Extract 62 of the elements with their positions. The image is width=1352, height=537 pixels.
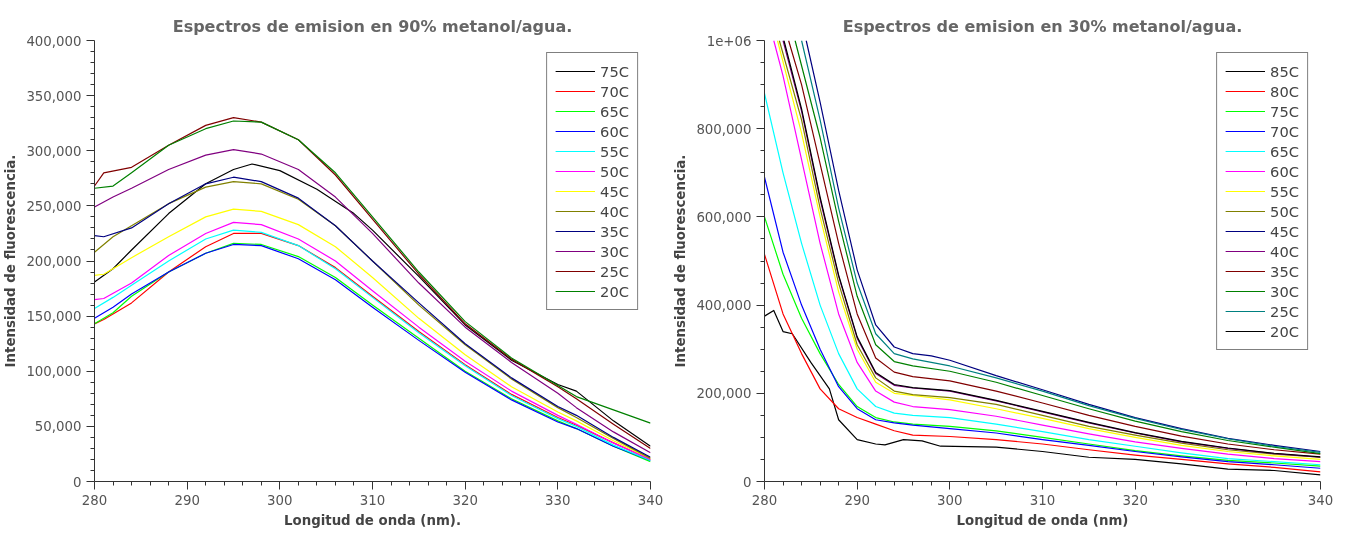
x-tick-label: 340 (637, 492, 664, 508)
legend-label: 30C (600, 242, 629, 260)
legend-label: 60C (1270, 162, 1299, 180)
y-tick-label: 400,000 (26, 33, 82, 49)
x-tick-label: 290 (174, 492, 200, 508)
legend-label: 50C (600, 162, 629, 180)
chart-title: Espectros de emision en 90% metanol/agua. (172, 16, 573, 36)
legend-label: 55C (600, 142, 629, 160)
legend-label: 35C (600, 222, 629, 240)
x-tick-label: 320 (1122, 492, 1148, 508)
legend-label: 20C (1270, 322, 1299, 340)
legend-label: 40C (600, 202, 629, 220)
x-tick-label: 300 (937, 492, 963, 508)
y-tick-label: 1e+06 (706, 33, 752, 49)
y-tick-label: 50,000 (34, 419, 82, 435)
y-tick-label: 150,000 (26, 309, 82, 325)
chart-title: Espectros de emision en 30% metanol/agua. (842, 16, 1243, 36)
legend-label: 45C (1270, 222, 1299, 240)
y-axis-title: Intensidad de fluorescencia. (3, 154, 19, 368)
legend-label: 70C (1270, 122, 1299, 140)
legend-label: 25C (600, 262, 629, 280)
y-tick-label: 100,000 (26, 364, 82, 380)
legend-label: 30C (1270, 282, 1299, 300)
legend-label: 70C (600, 82, 629, 100)
y-tick-label: 0 (743, 474, 752, 490)
legend-label: 20C (600, 282, 629, 300)
legend-label: 80C (1270, 82, 1299, 100)
legend-label: 85C (1270, 62, 1299, 80)
y-tick-label: 250,000 (26, 198, 82, 214)
legend-label: 45C (600, 182, 629, 200)
legend-label: 50C (1270, 202, 1299, 220)
y-tick-label: 350,000 (26, 88, 82, 104)
x-tick-label: 310 (1029, 492, 1056, 508)
x-tick-label: 330 (545, 492, 571, 508)
legend-label: 25C (1270, 302, 1299, 320)
y-tick-label: 300,000 (26, 143, 82, 159)
y-tick-label: 200,000 (26, 254, 82, 269)
x-tick-label: 330 (1215, 492, 1241, 508)
y-tick-label: 0 (73, 474, 82, 490)
y-tick-label: 600,000 (696, 209, 752, 225)
x-tick-label: 310 (359, 492, 386, 508)
y-tick-label: 400,000 (696, 298, 752, 314)
y-tick-label: 200,000 (696, 386, 752, 402)
legend-label: 75C (1270, 102, 1299, 120)
x-axis-title: Longitud de onda (nm). (284, 512, 461, 528)
legend-label: 65C (600, 102, 629, 120)
y-tick-label: 800,000 (696, 121, 752, 137)
legend-label: 40C (1270, 242, 1299, 260)
legend-label: 65C (1270, 142, 1299, 160)
legend-label: 60C (600, 122, 629, 140)
x-tick-label: 280 (751, 492, 778, 508)
x-tick-label: 280 (81, 492, 108, 508)
legend-label: 55C (1270, 182, 1299, 200)
x-tick-label: 300 (267, 492, 293, 508)
legend-label: 35C (1270, 262, 1299, 280)
x-axis-title: Longitud de onda (nm) (956, 512, 1129, 528)
line-series (764, 309, 1321, 476)
x-tick-label: 340 (1307, 492, 1334, 508)
legend-label: 75C (600, 62, 629, 80)
x-tick-label: 290 (844, 492, 870, 508)
x-tick-label: 320 (452, 492, 478, 508)
y-axis-title: Intensidad de fluorescencia. (673, 154, 689, 368)
